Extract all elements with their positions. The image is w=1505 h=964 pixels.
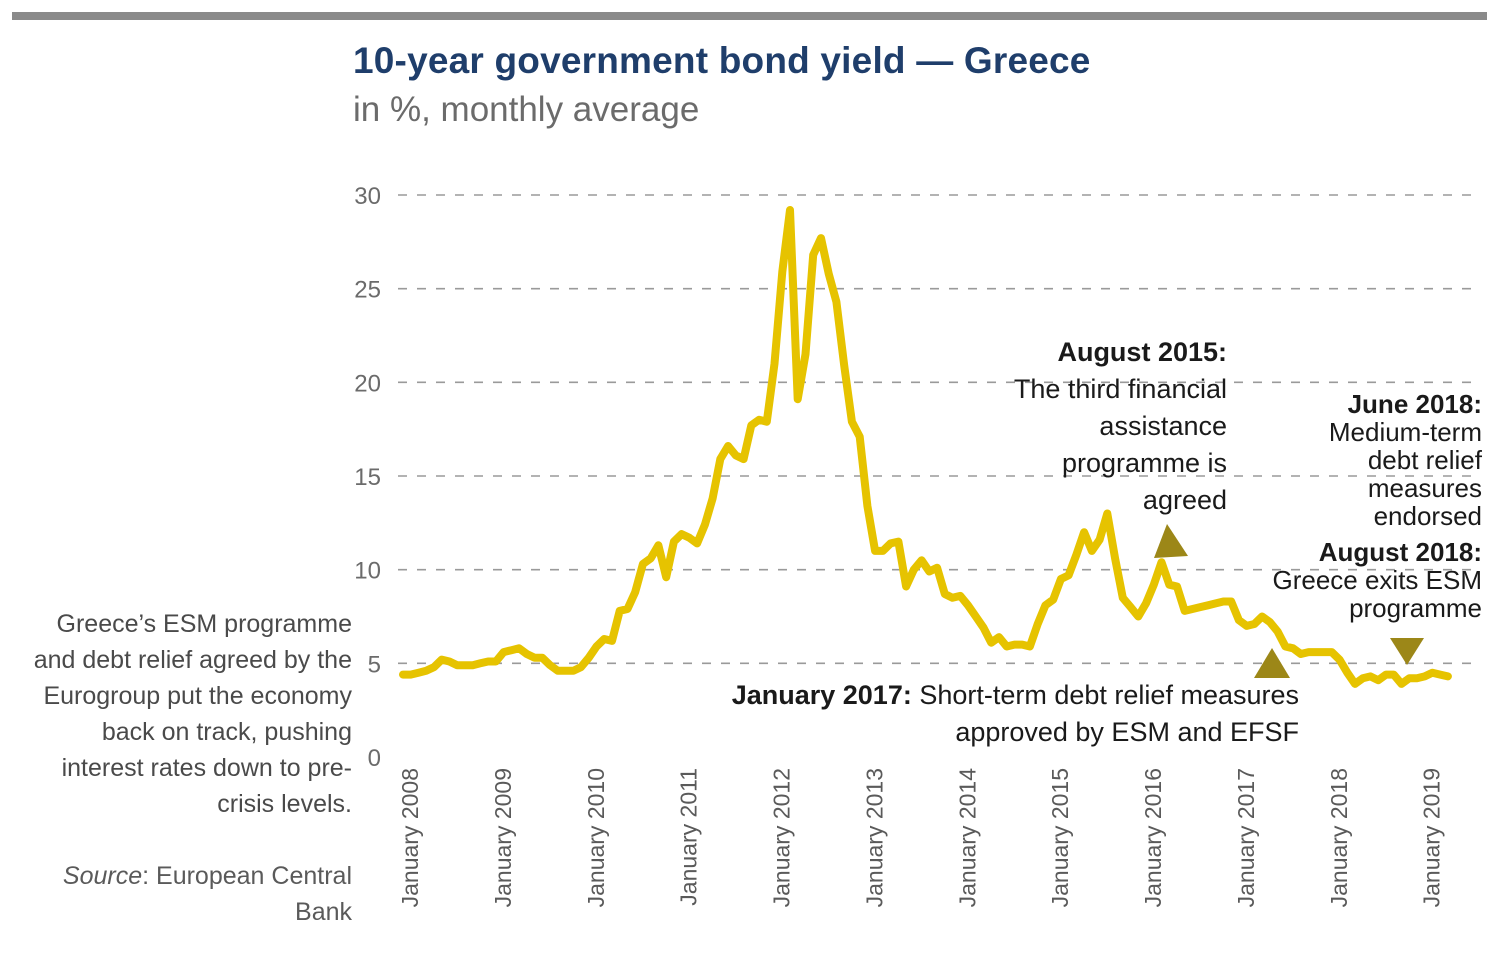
y-tick-label-0: 0 — [368, 745, 381, 772]
x-tick-label-2012: January 2012 — [769, 768, 795, 907]
source-label: Source — [62, 862, 143, 890]
annotation-markers — [1154, 524, 1424, 678]
source-text: : European Central Bank — [142, 862, 352, 926]
x-tick-label-2010: January 2010 — [583, 768, 609, 907]
annotation-jun-2018-line4: endorsed — [1373, 501, 1482, 531]
annotation-aug-2015: August 2015: The third financial assista… — [1014, 334, 1227, 519]
x-tick-label-2019: January 2019 — [1419, 768, 1445, 907]
triangle-marker-aug-2018 — [1390, 638, 1424, 665]
y-tick-label-15: 15 — [354, 464, 381, 491]
y-tick-label-30: 30 — [354, 183, 381, 210]
side-note: Greece’s ESM programme and debt relief a… — [33, 610, 352, 818]
annotation-aug-2018: August 2018: Greece exits ESM programme — [1272, 538, 1482, 622]
x-tick-label-2017: January 2017 — [1233, 768, 1259, 907]
x-tick-label-2014: January 2014 — [954, 768, 980, 908]
annotation-jun-2018-line2: debt relief — [1367, 445, 1482, 475]
triangle-marker-jan-2017 — [1254, 648, 1290, 678]
x-tick-label-2011: January 2011 — [676, 768, 702, 906]
annotation-aug-2015-heading: August 2015: — [1057, 337, 1227, 367]
y-tick-label-25: 25 — [354, 277, 381, 304]
x-tick-label-2016: January 2016 — [1140, 768, 1166, 907]
annotation-jan-2017-line1: Short-term debt relief measures — [911, 680, 1299, 710]
y-tick-label-20: 20 — [354, 370, 381, 397]
x-tick-label-2008: January 2008 — [397, 768, 423, 907]
annotation-jan-2017-heading: January 2017: — [731, 680, 912, 710]
x-tick-label-2013: January 2013 — [861, 768, 887, 907]
x-axis-ticks: January 2008 January 2009 January 2010 Janu… — [397, 768, 1445, 908]
annotation-jun-2018-heading: June 2018: — [1347, 389, 1482, 419]
chart-subtitle: in %, monthly average — [353, 90, 700, 129]
annotation-jan-2017-line2: approved by ESM and EFSF — [955, 717, 1299, 747]
y-tick-label-5: 5 — [368, 651, 381, 678]
series-line-bond-yield — [399, 206, 1452, 688]
annotation-aug-2015-line1: The third financial — [1013, 374, 1227, 404]
annotation-jun-2018: June 2018: Medium-term debt relief measu… — [1329, 390, 1482, 530]
x-tick-label-2015: January 2015 — [1047, 768, 1073, 907]
annotation-aug-2018-line2: programme — [1349, 593, 1482, 623]
triangle-marker-aug-2015 — [1154, 524, 1188, 558]
annotation-jun-2018-line1: Medium-term — [1328, 417, 1482, 447]
annotation-aug-2018-heading: August 2018: — [1318, 537, 1482, 567]
y-tick-label-10: 10 — [354, 558, 381, 585]
annotation-jun-2018-line3: measures — [1367, 473, 1482, 503]
annotation-aug-2015-line4: agreed — [1142, 485, 1227, 515]
top-rule — [12, 12, 1487, 20]
annotation-aug-2015-line2: assistance — [1099, 411, 1227, 441]
x-tick-label-2018: January 2018 — [1326, 768, 1352, 907]
annotation-jan-2017: January 2017: Short-term debt relief mea… — [732, 677, 1299, 751]
y-axis-ticks: 0 5 10 15 20 25 30 — [354, 183, 381, 772]
source-note: Source: European Central Bank — [20, 858, 352, 930]
annotation-aug-2015-line3: programme is — [1061, 448, 1227, 478]
x-tick-label-2009: January 2009 — [490, 768, 516, 907]
chart-title: 10-year government bond yield — Greece — [353, 40, 1091, 81]
annotation-aug-2018-line1: Greece exits ESM — [1272, 565, 1482, 595]
